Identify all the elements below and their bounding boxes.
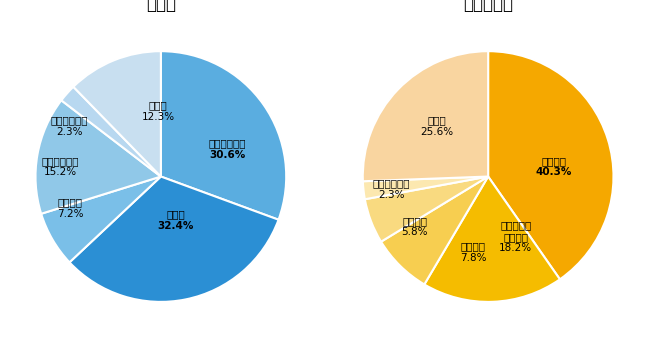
Text: その他
25.6%: その他 25.6%: [420, 116, 453, 137]
Title: 職務内容別: 職務内容別: [463, 0, 513, 13]
Text: 住宅メーカー
15.2%: 住宅メーカー 15.2%: [42, 156, 79, 177]
Wedge shape: [488, 51, 613, 279]
Wedge shape: [73, 51, 161, 176]
Wedge shape: [424, 176, 560, 302]
Wedge shape: [61, 87, 161, 176]
Text: 学生・研究生
2.3%: 学生・研究生 2.3%: [373, 178, 410, 200]
Text: 建設業
32.4%: 建設業 32.4%: [158, 209, 194, 231]
Wedge shape: [381, 176, 488, 284]
Wedge shape: [363, 176, 488, 199]
Wedge shape: [36, 100, 161, 214]
Text: 建築設計
40.3%: 建築設計 40.3%: [536, 156, 572, 177]
Wedge shape: [161, 51, 286, 220]
Wedge shape: [363, 51, 488, 181]
Wedge shape: [41, 176, 161, 262]
Text: 構造設計
7.8%: 構造設計 7.8%: [460, 241, 486, 262]
Text: 官公庁等
7.2%: 官公庁等 7.2%: [56, 197, 83, 219]
Wedge shape: [365, 176, 488, 242]
Title: 職域別: 職域別: [146, 0, 176, 13]
Text: 建築士事務所
30.6%: 建築士事務所 30.6%: [208, 138, 246, 160]
Text: その他
12.3%: その他 12.3%: [141, 101, 175, 122]
Text: 学生・研究生
2.3%: 学生・研究生 2.3%: [51, 116, 88, 137]
Wedge shape: [69, 176, 278, 302]
Text: 施工管理・
現場監理
18.2%: 施工管理・ 現場監理 18.2%: [499, 220, 532, 253]
Text: 工事監理
5.8%: 工事監理 5.8%: [402, 216, 428, 237]
